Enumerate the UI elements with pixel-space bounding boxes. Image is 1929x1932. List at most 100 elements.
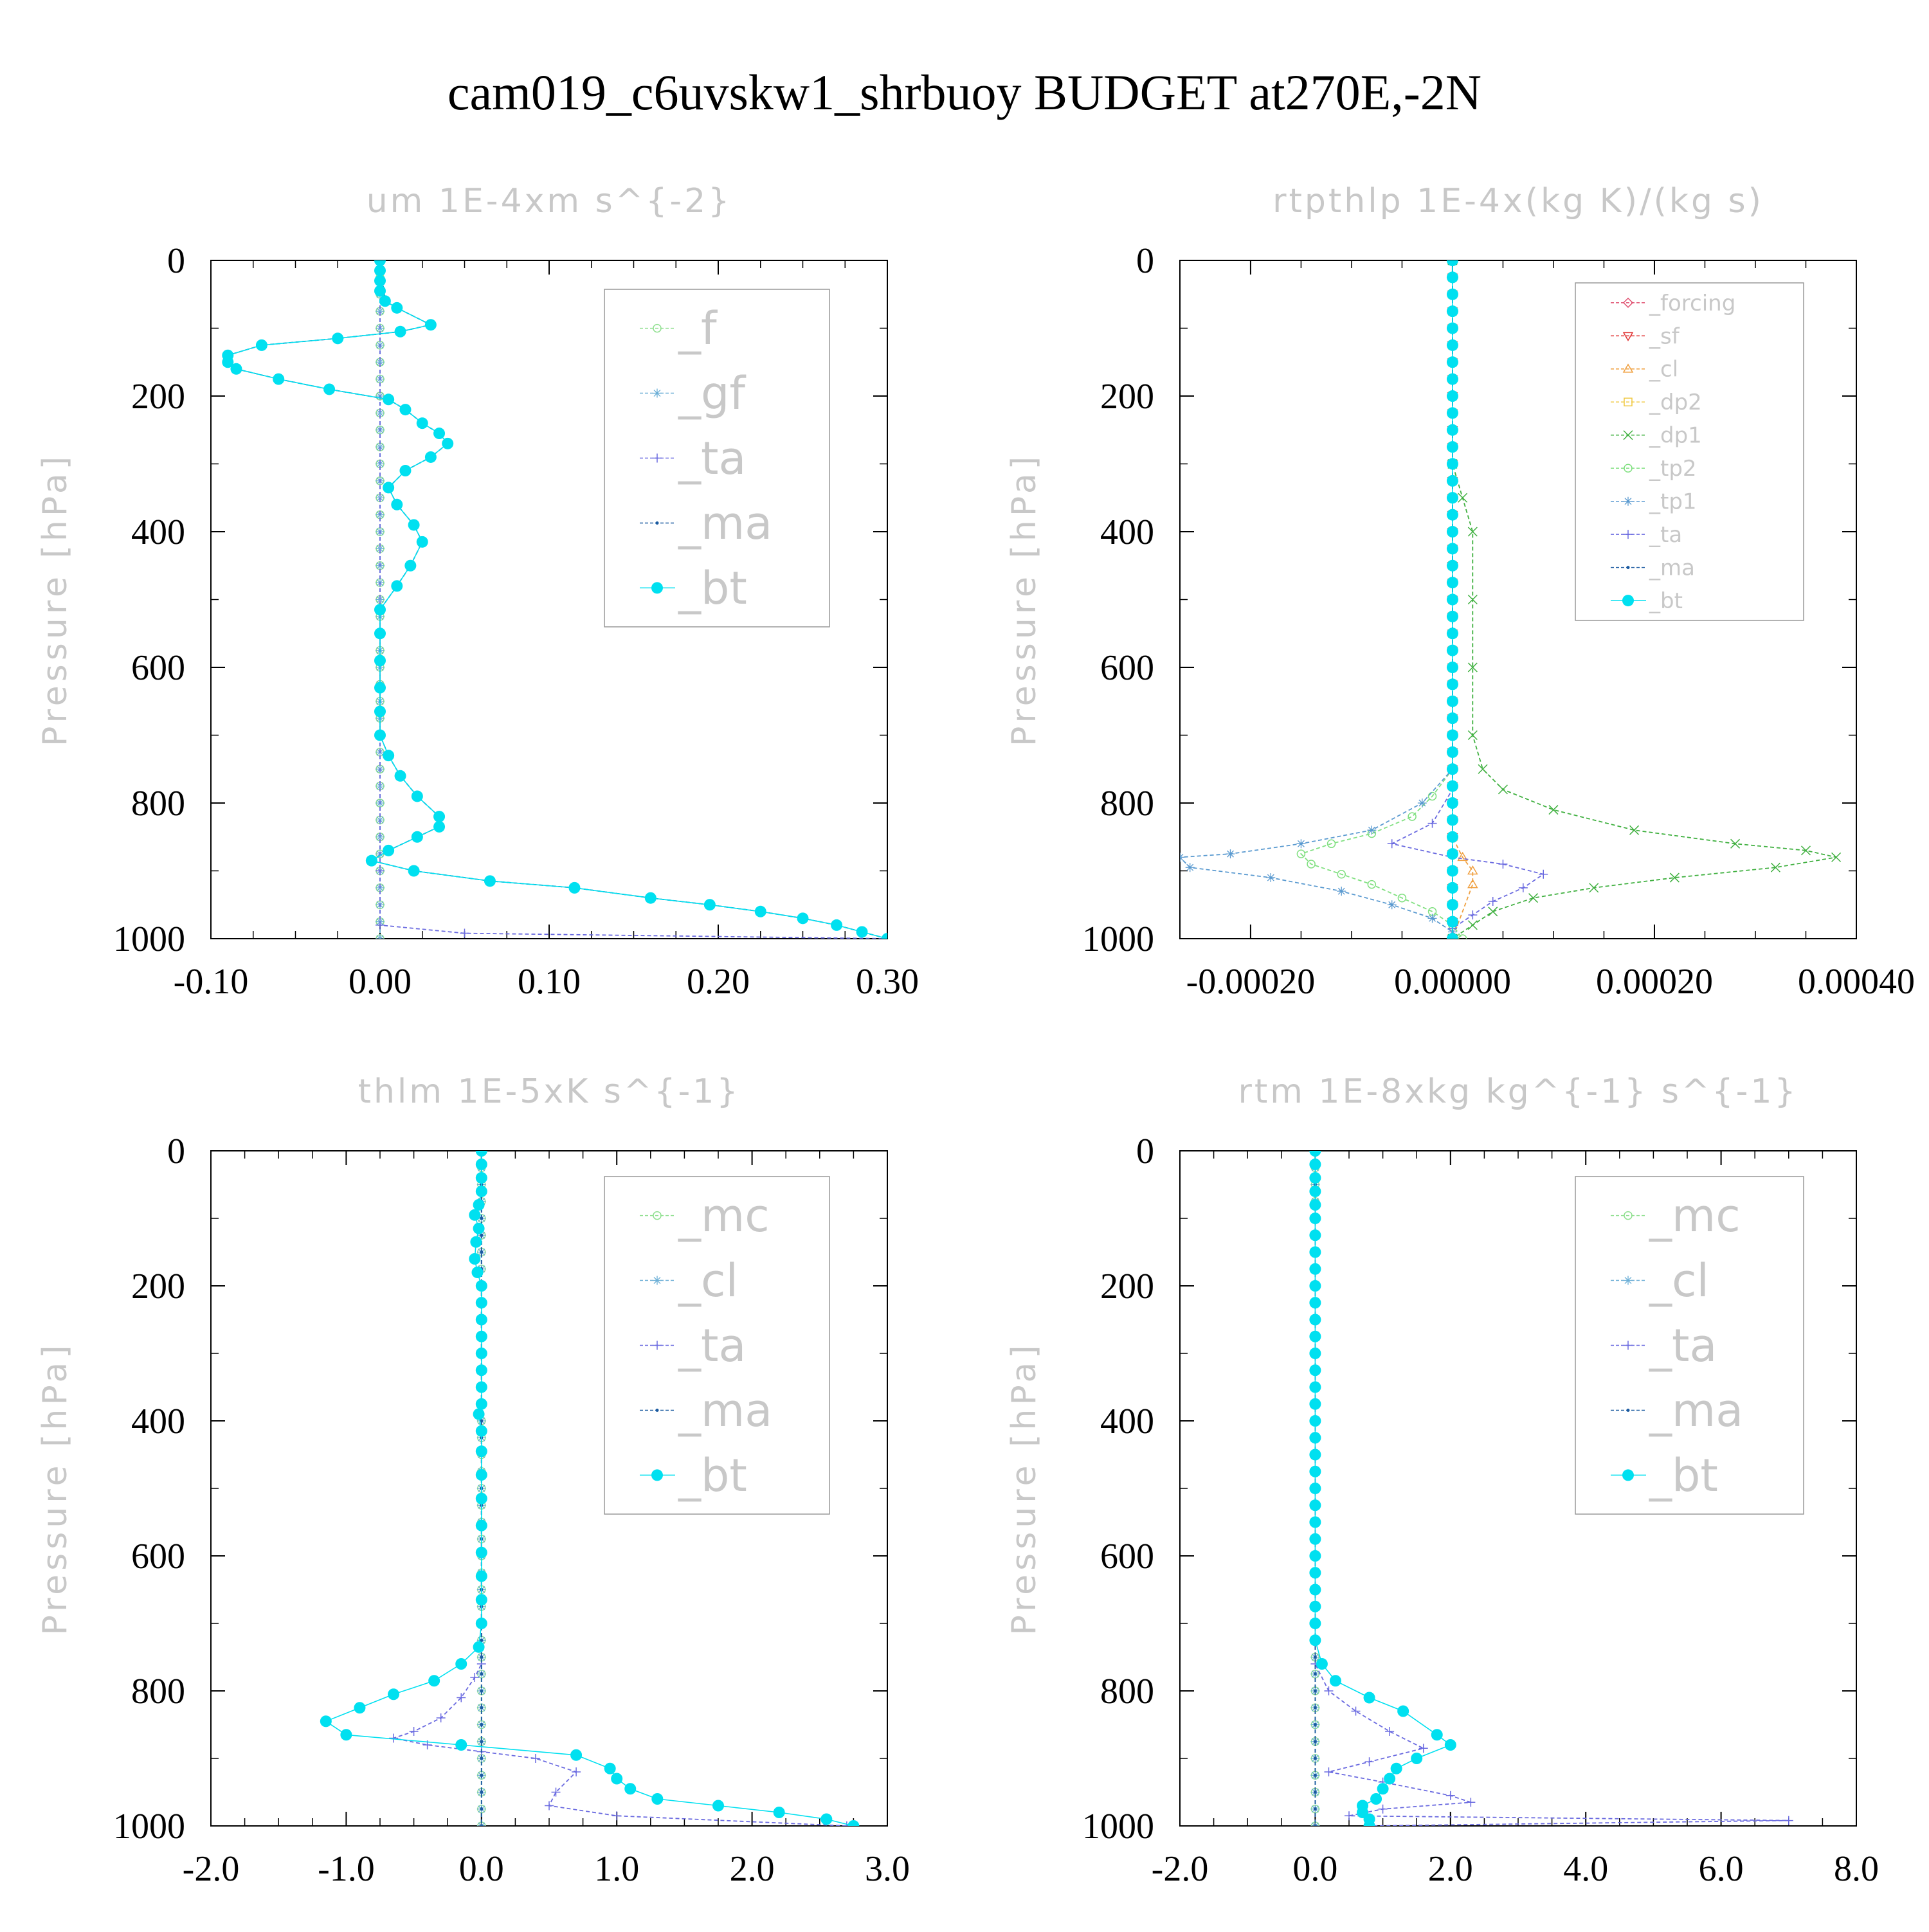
data-point-bt [383, 750, 395, 762]
legend-marker-cl [653, 1276, 662, 1285]
legend-marker-cl [1624, 1276, 1633, 1285]
legend-label: _tp2 [1649, 456, 1697, 482]
x-tick-label: 0.0 [459, 1849, 504, 1889]
data-point-bt [475, 1519, 487, 1531]
data-point-bt [433, 820, 446, 833]
data-point-dp1 [1770, 862, 1780, 872]
y-tick-label: 800 [1100, 1672, 1154, 1711]
data-point-bt [820, 1813, 833, 1825]
data-point-tp1 [1427, 914, 1437, 923]
data-point-bt [1309, 1348, 1321, 1359]
data-point-bt [383, 482, 395, 494]
x-tick-label: 6.0 [1699, 1849, 1744, 1889]
data-point-bt [568, 881, 581, 894]
data-point-bt [1446, 373, 1458, 385]
data-point-bt [624, 1783, 637, 1795]
data-point-bt [1309, 1432, 1321, 1444]
data-point-bt [1446, 424, 1458, 436]
legend-marker-bt [1622, 595, 1634, 607]
y-tick-label: 0 [1136, 241, 1154, 281]
data-point-bt [1446, 848, 1458, 860]
y-tick-label: 1000 [113, 919, 185, 959]
data-point-bt [1316, 1658, 1328, 1670]
data-point-dp1 [1467, 594, 1478, 605]
x-tick-label: -1.0 [318, 1849, 375, 1889]
legend-label: _bt [1649, 1449, 1718, 1502]
data-point-ta [376, 866, 385, 876]
data-point-ma [480, 1824, 484, 1826]
data-point-bt [797, 912, 809, 925]
data-point-ta [1324, 1686, 1334, 1695]
data-point-bt [1431, 1729, 1443, 1741]
data-point-ta [612, 1811, 622, 1821]
legend-marker-ta [1624, 530, 1633, 539]
y-tick-label: 600 [1100, 648, 1154, 688]
data-point-bt [320, 1715, 332, 1728]
y-tick-label: 400 [131, 1402, 185, 1441]
data-point-bt [1363, 1692, 1375, 1704]
data-point-bt [1446, 339, 1458, 351]
data-point-bt [399, 465, 412, 477]
data-point-ma [480, 1740, 484, 1744]
data-point-dp1 [1800, 845, 1811, 856]
legend-label: _cl [678, 1254, 738, 1307]
data-point-bt [455, 1739, 467, 1751]
y-tick-label: 200 [131, 377, 185, 417]
data-point-ma [480, 1216, 484, 1220]
data-point-bt [475, 1314, 487, 1326]
panel-title: um 1E-4xm s^{-2} [367, 182, 732, 221]
y-tick-label: 600 [131, 1537, 185, 1576]
data-point-bt [442, 437, 454, 449]
data-point-ma [480, 1656, 484, 1659]
data-point-bt [374, 729, 386, 741]
data-point-bt [1446, 916, 1458, 928]
data-point-bt [1309, 1533, 1321, 1545]
legend-label: _ma [678, 497, 772, 550]
y-tick-label: 200 [131, 1267, 185, 1306]
data-point-bt [1309, 1229, 1321, 1241]
y-tick-label: 600 [1100, 1537, 1154, 1576]
y-tick-label: 800 [1100, 784, 1154, 824]
y-tick-label: 400 [1100, 512, 1154, 552]
data-point-bt [433, 811, 446, 823]
data-point-bt [1446, 441, 1458, 453]
data-point-tp2 [1458, 934, 1467, 939]
data-point-bt [475, 1618, 487, 1629]
data-point-dp1 [1488, 907, 1498, 917]
series-line-cl [1452, 260, 1474, 939]
data-point-gf [376, 408, 385, 418]
legend-box [1575, 282, 1804, 621]
panel-title: rtm 1E-8xkg kg^{-1} s^{-1} [1238, 1072, 1798, 1111]
data-point-bt [1390, 1762, 1402, 1774]
data-point-bt [365, 854, 377, 867]
data-point-bt [1370, 1793, 1382, 1805]
data-point-bt [1309, 1499, 1321, 1512]
x-tick-label: 2.0 [1428, 1849, 1473, 1889]
data-point-bt [374, 275, 386, 287]
data-point-ta [376, 920, 385, 930]
legend-marker-bt [651, 582, 663, 594]
data-point-bt [1446, 881, 1458, 894]
series-line-tp2 [1300, 260, 1463, 939]
data-point-bt [773, 1807, 785, 1818]
data-point-dp1 [1669, 872, 1680, 883]
data-point-gf [376, 493, 385, 503]
data-point-dp1 [1467, 920, 1478, 930]
data-point-bt [475, 1151, 487, 1157]
data-point-bt [1309, 1186, 1321, 1197]
data-point-dp1 [1467, 662, 1478, 673]
y-tick-label: 0 [167, 1132, 185, 1171]
data-point-ma [1313, 1740, 1317, 1744]
data-point-tp2 [1296, 849, 1306, 858]
data-point-bt [1446, 678, 1458, 691]
data-point-bt [1384, 1773, 1396, 1785]
plot-area [222, 260, 887, 939]
y-tick-label: 200 [1100, 1267, 1154, 1306]
plot-area [320, 1151, 860, 1826]
data-point-bt [475, 1445, 487, 1458]
data-point-bt [1446, 288, 1458, 300]
data-point-bt [473, 1641, 485, 1653]
data-point-bt [455, 1658, 467, 1670]
data-point-bt [1309, 1381, 1321, 1393]
data-point-tp2 [1307, 860, 1316, 869]
